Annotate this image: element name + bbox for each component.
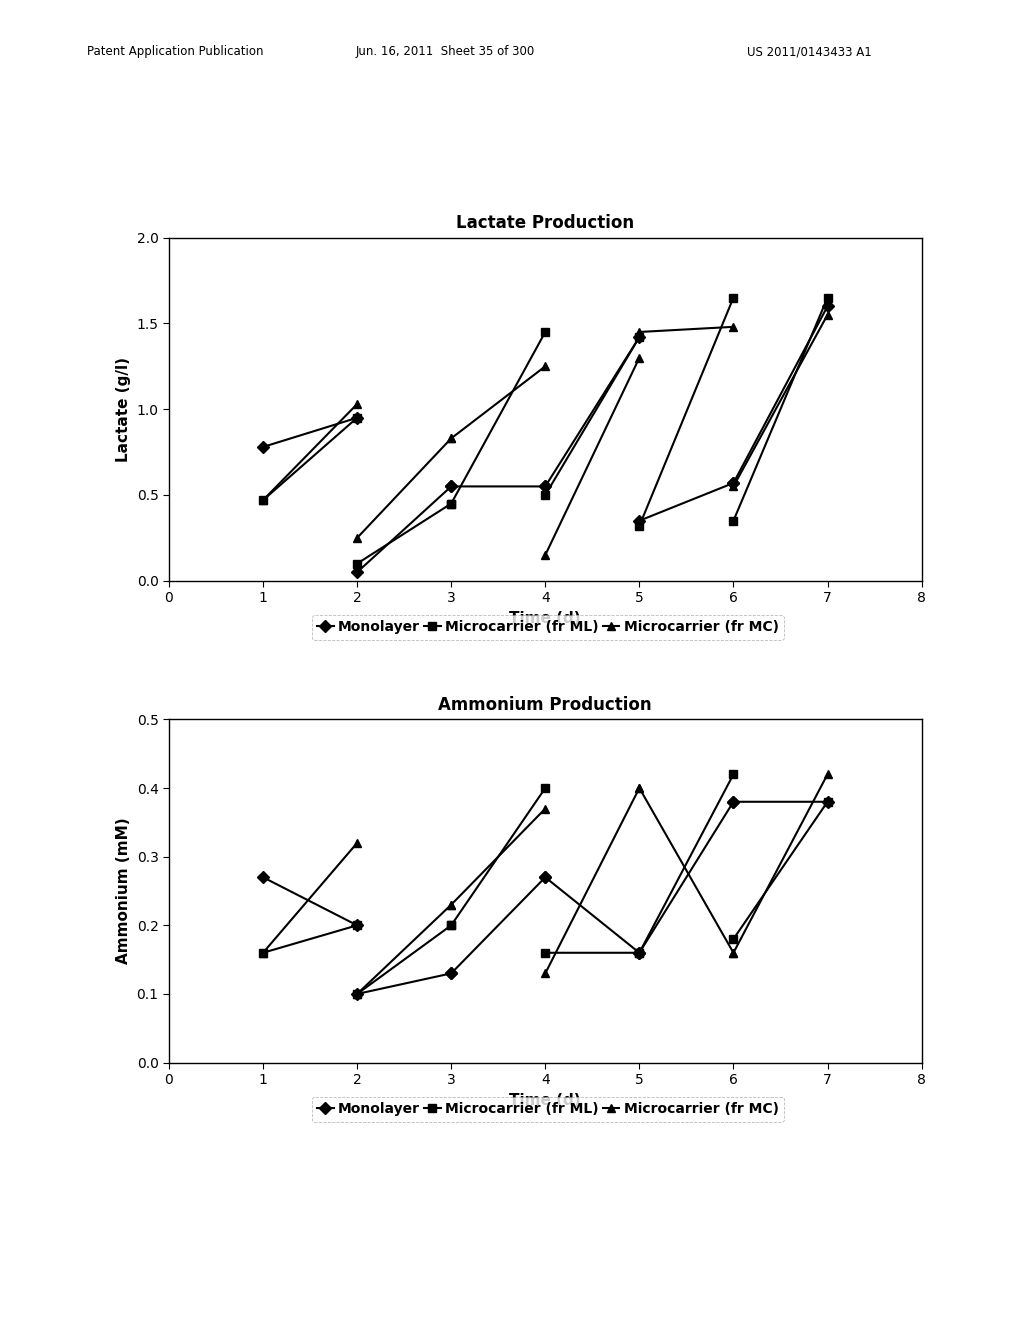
Title: Ammonium Production: Ammonium Production (438, 696, 652, 714)
X-axis label: Time (d): Time (d) (510, 611, 581, 626)
Y-axis label: Lactate (g/l): Lactate (g/l) (116, 356, 131, 462)
Text: Patent Application Publication: Patent Application Publication (87, 45, 263, 58)
Y-axis label: Ammonium (mM): Ammonium (mM) (116, 817, 131, 965)
Legend: Monolayer, Microcarrier (fr ML), Microcarrier (fr MC): Monolayer, Microcarrier (fr ML), Microca… (311, 1097, 784, 1122)
Legend: Monolayer, Microcarrier (fr ML), Microcarrier (fr MC): Monolayer, Microcarrier (fr ML), Microca… (311, 615, 784, 640)
Text: US 2011/0143433 A1: US 2011/0143433 A1 (746, 45, 871, 58)
Title: Lactate Production: Lactate Production (457, 214, 634, 232)
Text: Jun. 16, 2011  Sheet 35 of 300: Jun. 16, 2011 Sheet 35 of 300 (355, 45, 536, 58)
X-axis label: Time (d): Time (d) (510, 1093, 581, 1107)
